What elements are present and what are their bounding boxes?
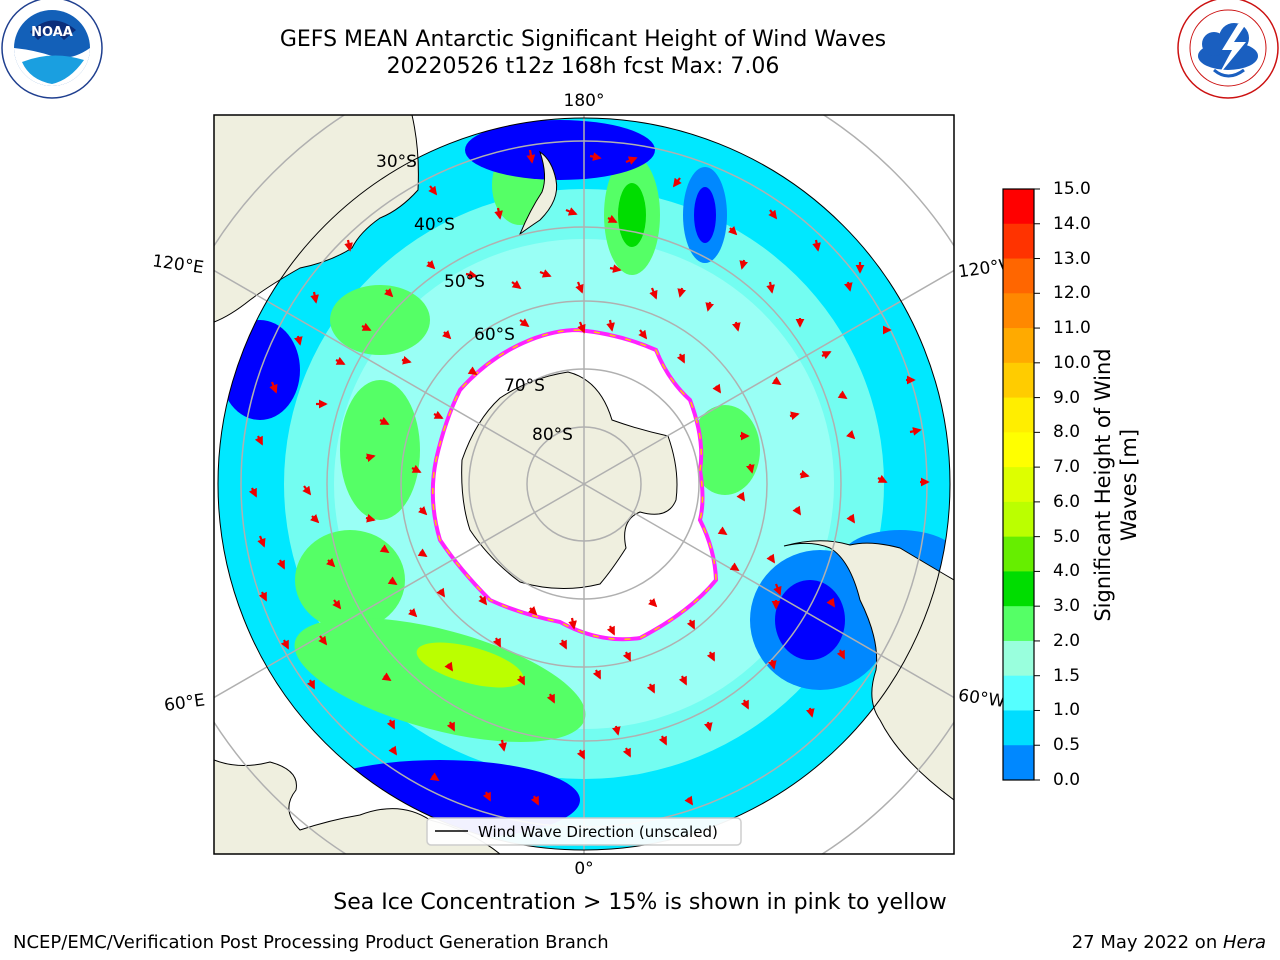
map-legend: Wind Wave Direction (unscaled) [426,817,742,846]
noaa-logo: NOAA [1,0,103,99]
colorbar-segment [1003,189,1034,225]
colorbar-segment [1003,362,1034,399]
colorbar-segment [1003,223,1034,260]
lat-label-40s: 40°S [414,215,455,235]
colorbar-tick-label: 7.0 [1053,457,1081,478]
lat-label-50s: 50°S [444,272,485,292]
noaa-logo-text: NOAA [31,25,73,40]
colorbar-segment [1003,258,1034,294]
lat-label-60s: 60°S [474,325,515,345]
lat-label-70s: 70°S [504,376,545,396]
colorbar-tick-label: 6.0 [1053,491,1081,512]
lon-label-lower-right: 60°W [957,686,1006,712]
legend-label: Wind Wave Direction (unscaled) [478,823,718,841]
lat-label-30s: 30°S [376,152,417,172]
colorbar-segment [1003,397,1034,433]
footer-date: 27 May 2022 on Hera [1072,932,1266,953]
sea-ice-note: Sea Ice Concentration > 15% is shown in … [333,890,947,915]
colorbar-tick-label: 15.0 [1053,179,1091,199]
lon-label-top: 180° [564,91,605,111]
colorbar-tick-label: 8.0 [1053,422,1081,443]
colorbar [1003,188,1040,781]
colorbar-segment [1003,675,1034,711]
map-area: 30°S 40°S 50°S 60°S 70°S 80°S Wind Wave … [214,115,954,854]
colorbar-tick-label: 9.0 [1053,387,1081,408]
colorbar-segment [1003,501,1034,538]
antarctica [461,371,678,589]
chart-title-line2: 20220526 t12z 168h fcst Max: 7.06 [386,54,780,79]
colorbar-tick-label: 3.0 [1053,596,1081,617]
ocean-boundary [217,117,951,851]
lon-label-bottom: 0° [574,859,593,879]
colorbar-tick-label: 1.0 [1053,700,1081,721]
wind-arrows [248,149,930,806]
colorbar-tick-label: 2.0 [1053,630,1081,651]
colorbar-segment [1003,745,1034,781]
lat-label-80s: 80°S [532,425,573,445]
lon-label-lower-left: 60°E [163,690,206,715]
colorbar-segment [1003,432,1034,468]
colorbar-segment [1003,293,1034,329]
colorbar-tick-label: 0.5 [1053,735,1081,756]
nws-logo [1177,0,1279,99]
colorbar-segment [1003,606,1034,642]
colorbar-tick-label: 10.0 [1053,352,1091,373]
colorbar-segment [1003,328,1034,364]
map-frame [213,114,955,855]
lon-label-upper-left: 120°E [151,251,205,278]
chart-title-line1: GEFS MEAN Antarctic Significant Height o… [279,27,887,52]
colorbar-tick-label: 13.0 [1053,248,1091,269]
colorbar-segment [1003,571,1034,607]
colorbar-segment [1003,640,1034,677]
footer-host: Hera [1222,932,1266,953]
colorbar-tick-label: 1.5 [1053,665,1081,686]
footer-credit: NCEP/EMC/Verification Post Processing Pr… [13,932,609,953]
colorbar-tick-label: 14.0 [1053,213,1091,234]
footer-date-text: 27 May 2022 on [1071,932,1223,953]
colorbar-segment [1003,467,1034,503]
colorbar-frame [1002,188,1035,781]
colorbar-segment [1003,710,1034,746]
colorbar-label: Significant Height of Wind Waves [m] [1091,348,1141,622]
colorbar-tick-label: 0.0 [1053,770,1081,790]
colorbar-tick-label: 4.0 [1053,561,1081,582]
colorbar-segment [1003,536,1034,572]
colorbar-tick-label: 12.0 [1053,283,1091,304]
colorbar-tick-label: 11.0 [1053,318,1091,339]
colorbar-tick-label: 5.0 [1053,526,1081,547]
